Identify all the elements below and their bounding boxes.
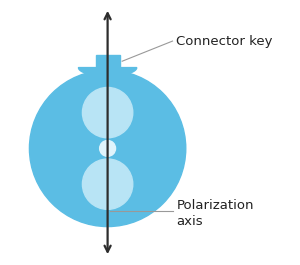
Circle shape xyxy=(82,87,133,138)
Polygon shape xyxy=(79,68,137,76)
Text: Connector key: Connector key xyxy=(176,34,273,48)
Circle shape xyxy=(100,140,116,156)
Text: Polarization
axis: Polarization axis xyxy=(176,199,254,228)
Circle shape xyxy=(82,159,133,209)
Circle shape xyxy=(29,70,186,227)
Bar xyxy=(96,55,119,68)
